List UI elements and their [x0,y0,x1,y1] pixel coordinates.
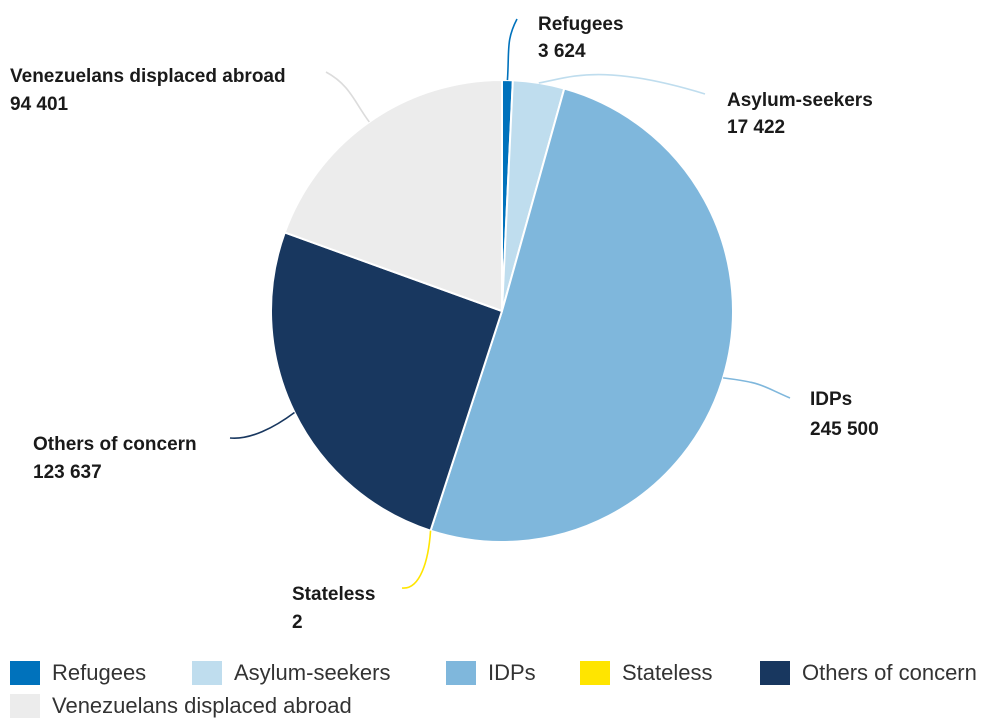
legend-swatch-stateless [580,661,610,685]
slice-value-stateless: 2 [292,612,303,633]
legend-swatch-idps [446,661,476,685]
slice-label-asylum-seekers: Asylum-seekers [727,90,873,111]
slice-value-idps: 245 500 [810,419,879,440]
pie-slice-others-of-concern [270,231,503,532]
slice-value-venezuelans-displaced-abroad: 94 401 [10,94,69,115]
slice-label-others-of-concern: Others of concern [33,434,197,455]
pie-slices [270,79,735,543]
slice-label-venezuelans-displaced-abroad: Venezuelans displaced abroad [10,66,286,87]
leader-lines [229,18,791,589]
legend-item-refugees: Refugees [10,660,146,686]
slice-value-refugees: 3 624 [538,41,586,62]
slice-callouts: Refugees 3 624 Asylum-seekers 17 422 IDPs 245… [10,14,879,633]
slice-label-stateless: Stateless [292,584,375,605]
legend-item-others-of-concern: Others of concern [760,660,977,686]
legend-item-venezuelans-displaced-abroad: Venezuelans displaced abroad [10,693,352,719]
leader-line-idps [723,377,791,399]
pie-chart-svg: Refugees 3 624 Asylum-seekers 17 422 IDPs 245… [10,14,879,633]
legend-label-idps: IDPs [488,660,536,685]
slice-value-asylum-seekers: 17 422 [727,117,785,138]
legend-label-refugees: Refugees [52,660,147,685]
legend-label-stateless: Stateless [622,660,713,685]
legend-item-idps: IDPs [446,660,536,686]
legend-label-asylum-seekers: Asylum-seekers [234,660,391,685]
pie-slice-idps [429,87,735,543]
pie-slice-venezuelans-displaced-abroad [283,79,503,312]
slice-label-idps: IDPs [810,389,852,410]
legend-swatch-others-of-concern [760,661,790,685]
leader-line-others-of-concern [229,411,295,439]
legend-label-others-of-concern: Others of concern [802,660,977,685]
legend-swatch-asylum-seekers [192,661,222,685]
leader-line-asylum-seekers [538,73,706,95]
slice-value-others-of-concern: 123 637 [33,462,102,483]
slice-label-refugees: Refugees [538,14,624,35]
legend-label-venezuelans-displaced-abroad: Venezuelans displaced abroad [52,693,352,718]
legend-swatch-refugees [10,661,40,685]
legend-item-asylum-seekers: Asylum-seekers [192,660,390,686]
leader-line-refugees [506,18,518,81]
leader-line-venezuelans-displaced-abroad [325,71,370,123]
pie-chart: Refugees 3 624 Asylum-seekers 17 422 IDPs 245… [10,14,879,633]
leader-line-stateless [401,530,432,589]
legend-swatch-venezuelans-displaced-abroad [10,694,40,718]
legend-item-stateless: Stateless [580,660,713,686]
